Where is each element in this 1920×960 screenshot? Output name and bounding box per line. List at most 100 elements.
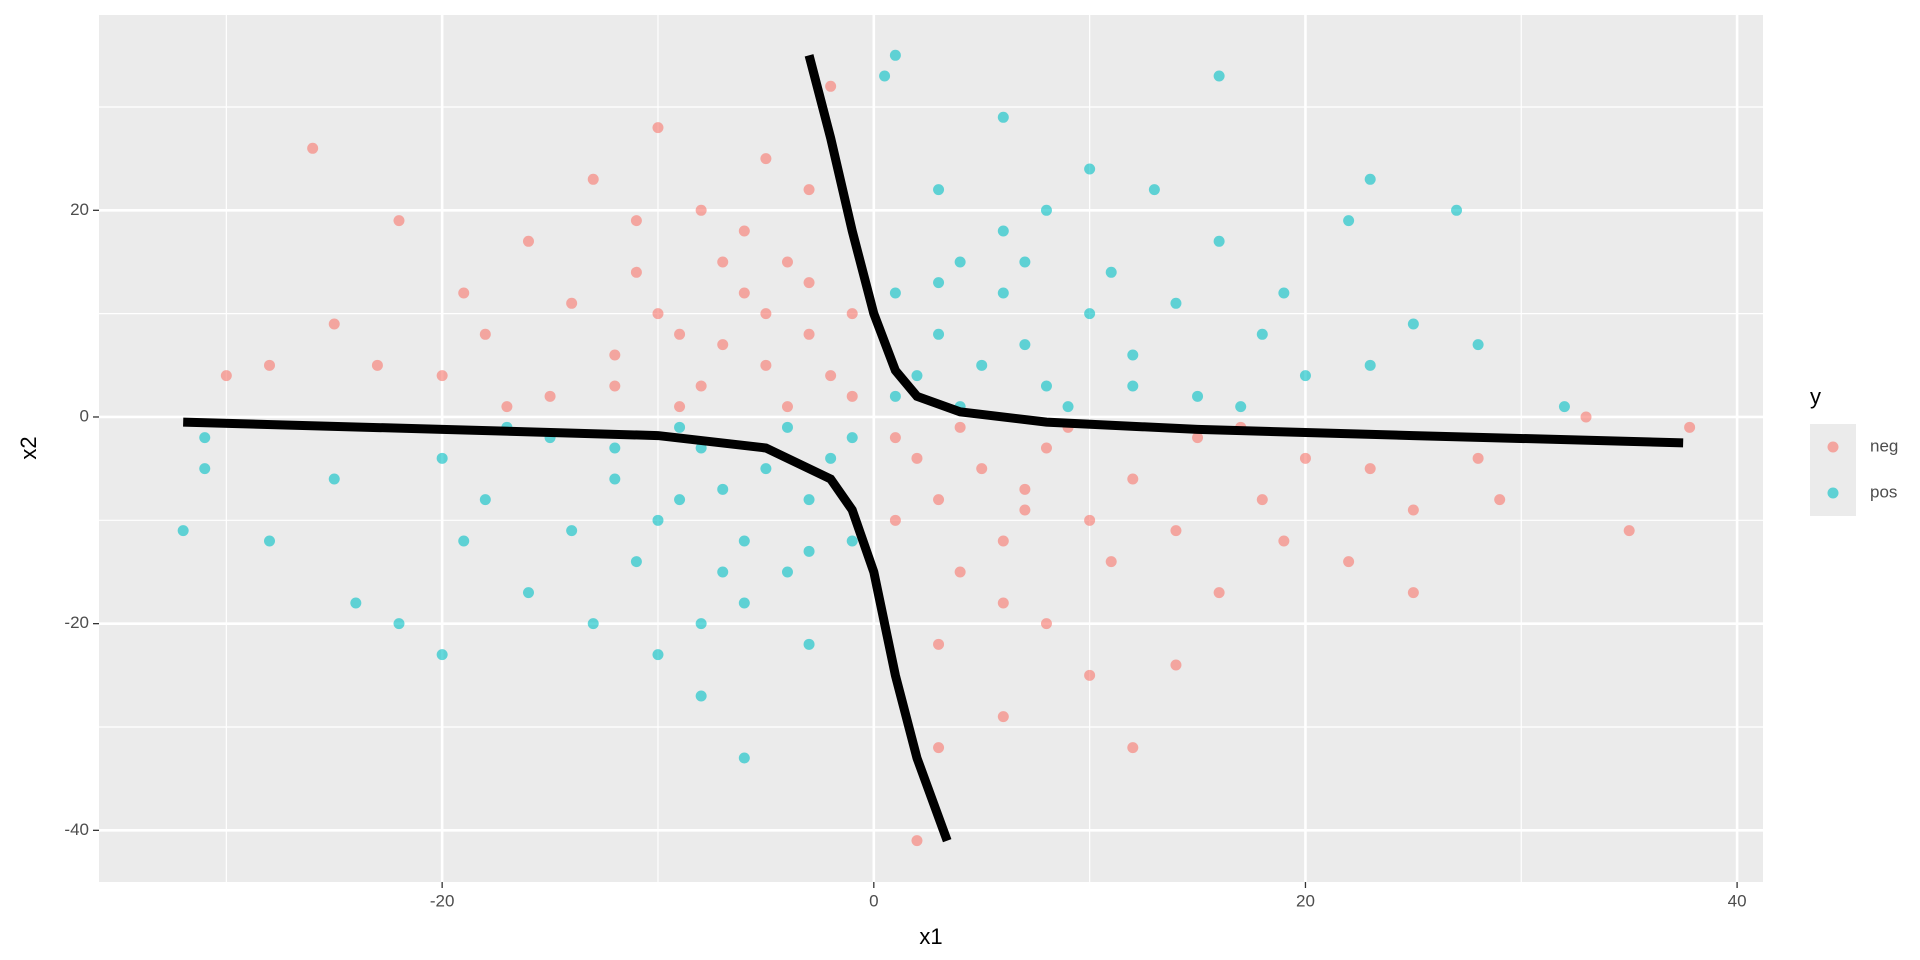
point [1364,173,1376,185]
point [1684,421,1696,433]
point [1127,380,1139,392]
point [954,566,966,578]
point [1580,411,1592,423]
point [1040,618,1052,630]
point [1558,401,1570,413]
point [1213,587,1225,599]
point [350,597,362,609]
point [997,597,1009,609]
point [501,401,513,413]
point [889,514,901,526]
boundary [183,54,1684,843]
point [436,370,448,382]
point [760,463,772,475]
point [652,308,664,320]
point [717,483,729,495]
point [760,153,772,165]
point [264,359,276,371]
point [177,525,189,537]
point [911,370,923,382]
point [1364,463,1376,475]
point [1407,504,1419,516]
point [781,566,793,578]
point [825,80,837,92]
point [264,535,276,547]
point [803,494,815,506]
point [1084,163,1096,175]
point [695,204,707,216]
point [609,473,621,485]
point [587,173,599,185]
y-tick-label: -20 [64,613,89,632]
point [760,359,772,371]
point [717,339,729,351]
point [1040,442,1052,454]
point [1127,742,1139,754]
point [652,514,664,526]
point [1192,390,1204,402]
point [933,184,945,196]
point [1256,494,1268,506]
point [1472,339,1484,351]
point [328,318,340,330]
point [781,421,793,433]
point [1084,308,1096,320]
point [1472,452,1484,464]
point [933,328,945,340]
point [1407,318,1419,330]
legend-title: y [1810,384,1821,409]
boundary-line [804,54,1684,448]
legend-key [1827,441,1839,453]
point [879,70,891,82]
y-tick-label: -40 [64,820,89,839]
point [307,142,319,154]
point [674,494,686,506]
point [1019,256,1031,268]
point [695,618,707,630]
point [1192,432,1204,444]
point [1364,359,1376,371]
point [846,535,858,547]
point [1235,401,1247,413]
point [1019,504,1031,516]
point [738,287,750,299]
point [695,380,707,392]
point [997,287,1009,299]
legend-key-bg [1810,424,1856,516]
point [1170,659,1182,671]
point [738,752,750,764]
point [479,328,491,340]
point [1170,297,1182,309]
point [1451,204,1463,216]
point [1299,452,1311,464]
point [825,452,837,464]
point [803,545,815,557]
point [1343,556,1355,568]
point [1084,514,1096,526]
point [695,690,707,702]
point [674,421,686,433]
point [371,359,383,371]
point [328,473,340,485]
point [997,535,1009,547]
legend-label: pos [1870,482,1897,501]
point [1213,235,1225,247]
point [889,390,901,402]
legend: y neg pos [1810,384,1898,516]
point [566,525,578,537]
point [976,359,988,371]
point [954,421,966,433]
point [1278,535,1290,547]
point [933,742,945,754]
point [997,225,1009,237]
point [997,711,1009,723]
point [738,225,750,237]
point [889,49,901,61]
point [889,432,901,444]
point [760,308,772,320]
point [652,122,664,134]
point [781,256,793,268]
point [825,370,837,382]
